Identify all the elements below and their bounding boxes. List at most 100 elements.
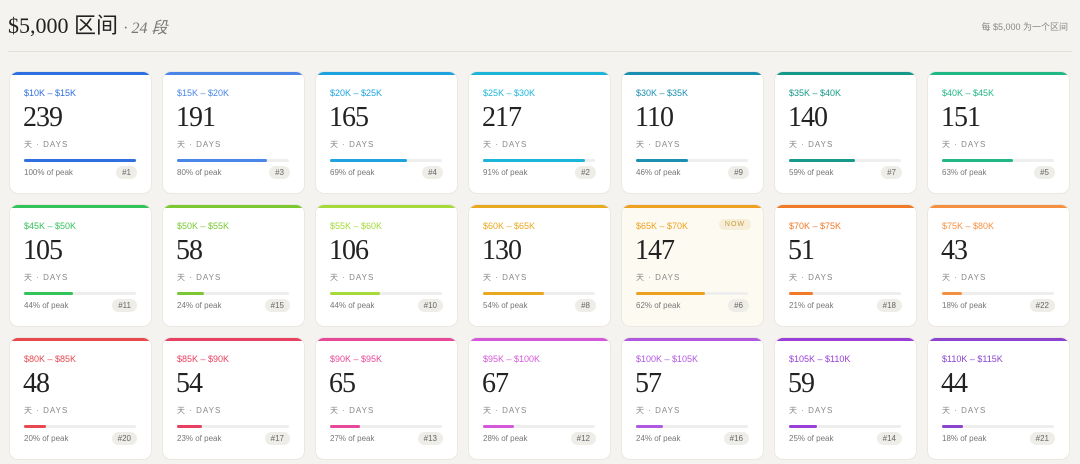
days-value: 191 [176, 102, 216, 133]
range-label: $60K – $65K [483, 221, 536, 231]
divider [8, 51, 1072, 52]
days-value: 217 [482, 102, 522, 133]
bar-track [942, 425, 1054, 428]
rank-pill: #5 [1034, 166, 1055, 179]
card: $25K – $30K 217 天 · DAYS 91% of peak #2 [469, 72, 610, 193]
peak-label: 59% of peak [789, 168, 834, 177]
range-label: $10K – $15K [24, 88, 77, 98]
unit-label: 天 · DAYS [177, 273, 222, 282]
days-value: 130 [482, 235, 522, 266]
days-value: 59 [788, 368, 815, 399]
unit-label: 天 · DAYS [24, 273, 69, 282]
bar [24, 425, 47, 428]
peak-label: 18% of peak [942, 301, 987, 310]
days-value: 239 [23, 102, 63, 133]
card: $40K – $45K 151 天 · DAYS 63% of peak #5 [928, 72, 1069, 193]
card: $60K – $65K 130 天 · DAYS 54% of peak #8 [469, 205, 610, 326]
unit-label: 天 · DAYS [942, 140, 987, 149]
card-accent [469, 72, 610, 75]
peak-label: 69% of peak [330, 168, 375, 177]
bar [24, 292, 74, 295]
rank-pill: #10 [417, 299, 443, 312]
card: $10K – $15K 239 天 · DAYS 100% of peak #1 [10, 72, 151, 193]
card-accent [10, 338, 151, 341]
range-label: $55K – $60K [330, 221, 383, 231]
card: $95K – $100K 67 天 · DAYS 28% of peak #12 [469, 338, 610, 459]
bar [330, 292, 380, 295]
peak-label: 21% of peak [789, 301, 834, 310]
card-accent [163, 72, 304, 75]
card-accent [163, 338, 304, 341]
bar-track [636, 425, 748, 428]
bar [483, 425, 515, 428]
rank-pill: #20 [111, 432, 137, 445]
peak-label: 25% of peak [789, 434, 834, 443]
unit-label: 天 · DAYS [636, 273, 681, 282]
title-text: $5,000 区间 [8, 13, 119, 38]
unit-label: 天 · DAYS [942, 406, 987, 415]
card-accent [622, 338, 763, 341]
range-label: $45K – $50K [24, 221, 77, 231]
bar [942, 292, 963, 295]
unit-label: 天 · DAYS [483, 140, 528, 149]
bar-track [177, 292, 289, 295]
rank-pill: #7 [881, 166, 902, 179]
range-label: $110K – $115K [942, 354, 1003, 364]
bar [789, 425, 817, 428]
days-value: 140 [788, 102, 828, 133]
days-value: 106 [329, 235, 369, 266]
peak-label: 63% of peak [942, 168, 987, 177]
bar-track [789, 159, 901, 162]
bar [330, 425, 361, 428]
rank-pill: #6 [728, 299, 749, 312]
card: $80K – $85K 48 天 · DAYS 20% of peak #20 [10, 338, 151, 459]
peak-label: 62% of peak [636, 301, 681, 310]
range-label: $75K – $80K [942, 221, 995, 231]
days-value: 165 [329, 102, 369, 133]
range-label: $95K – $100K [483, 354, 541, 364]
bar [636, 159, 688, 162]
peak-label: 23% of peak [177, 434, 222, 443]
rank-pill: #3 [269, 166, 290, 179]
card-accent [10, 72, 151, 75]
rank-pill: #17 [264, 432, 290, 445]
bar-track [789, 425, 901, 428]
peak-label: 54% of peak [483, 301, 528, 310]
card: $85K – $90K 54 天 · DAYS 23% of peak #17 [163, 338, 304, 459]
peak-label: 100% of peak [24, 168, 73, 177]
bar [789, 159, 855, 162]
card: $70K – $75K 51 天 · DAYS 21% of peak #18 [775, 205, 916, 326]
unit-label: 天 · DAYS [483, 273, 528, 282]
bar-track [330, 425, 442, 428]
days-value: 57 [635, 368, 662, 399]
bar-track [789, 292, 901, 295]
peak-label: 28% of peak [483, 434, 528, 443]
card-accent [10, 205, 151, 208]
bar [789, 292, 813, 295]
card-accent [622, 72, 763, 75]
bar-track [636, 159, 748, 162]
range-label: $70K – $75K [789, 221, 842, 231]
card-accent [928, 72, 1069, 75]
range-label: $30K – $35K [636, 88, 689, 98]
bar [483, 159, 585, 162]
card-accent [469, 205, 610, 208]
peak-label: 20% of peak [24, 434, 69, 443]
rank-pill: #4 [422, 166, 443, 179]
peak-label: 44% of peak [24, 301, 69, 310]
rank-pill: #13 [417, 432, 443, 445]
card-accent [928, 205, 1069, 208]
bar-track [330, 292, 442, 295]
card-accent [775, 338, 916, 341]
range-label: $15K – $20K [177, 88, 230, 98]
bar [636, 292, 705, 295]
bar [483, 292, 544, 295]
peak-label: 80% of peak [177, 168, 222, 177]
bar [177, 292, 205, 295]
unit-label: 天 · DAYS [24, 140, 69, 149]
rank-pill: #14 [876, 432, 902, 445]
rank-pill: #16 [723, 432, 749, 445]
rank-pill: #12 [570, 432, 596, 445]
days-value: 105 [23, 235, 63, 266]
